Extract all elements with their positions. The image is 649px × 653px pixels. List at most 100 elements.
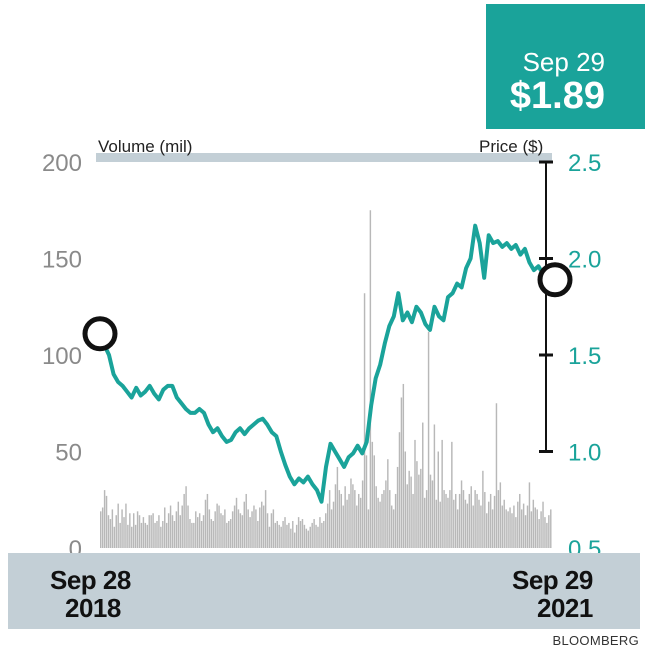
volume-bar — [253, 505, 255, 548]
volume-bar — [146, 524, 149, 548]
volume-bar — [113, 526, 116, 548]
left-tick-label: 100 — [42, 343, 82, 370]
volume-bar — [507, 511, 509, 548]
volume-bar — [336, 466, 339, 548]
volume-bar — [468, 493, 471, 548]
volume-bar — [422, 422, 424, 548]
volume-bar — [367, 509, 370, 548]
volume-bar — [222, 515, 224, 548]
volume-bar — [103, 490, 106, 548]
volume-bar — [311, 522, 313, 548]
volume-bar — [181, 505, 183, 548]
volume-bar — [493, 495, 496, 548]
volume-bar — [470, 486, 472, 548]
volume-bar — [344, 486, 346, 548]
volume-bar — [323, 520, 325, 548]
volume-bar — [451, 441, 453, 548]
volume-bar — [206, 493, 209, 548]
volume-bar — [171, 515, 174, 548]
price-callout: Sep 29 $1.89 — [486, 4, 645, 129]
x-axis-band — [8, 553, 640, 629]
volume-bar — [381, 493, 383, 548]
volume-bar — [142, 517, 145, 548]
volume-bar — [431, 480, 434, 548]
volume-bar — [404, 451, 407, 548]
volume-bar — [257, 520, 259, 548]
x-label-start: Sep 28 2018 — [50, 566, 131, 622]
volume-bar — [214, 511, 216, 548]
volume-bar — [540, 511, 542, 548]
volume-bar — [276, 520, 278, 548]
volume-bar — [280, 526, 282, 548]
volume-bar — [538, 519, 540, 548]
header-band — [96, 153, 552, 162]
volume-bar — [162, 520, 164, 548]
volume-bar — [542, 501, 544, 548]
volume-bar — [100, 511, 102, 548]
volume-bar — [517, 501, 519, 548]
volume-bar — [288, 522, 290, 548]
volume-bar — [270, 513, 273, 548]
volume-bar — [383, 490, 385, 548]
volume-bar — [278, 524, 280, 548]
volume-bar — [546, 522, 548, 548]
volume-bar — [158, 515, 160, 548]
volume-bar — [420, 468, 422, 548]
volume-bar — [342, 505, 344, 548]
volume-bar — [185, 486, 187, 548]
volume-bar — [233, 505, 236, 548]
volume-bar — [173, 520, 176, 548]
volume-bars — [100, 210, 552, 548]
volume-bar — [472, 505, 474, 548]
volume-bar — [356, 505, 358, 548]
left-tick-label: 50 — [55, 440, 82, 467]
volume-bar — [522, 503, 525, 548]
volume-bar — [334, 484, 337, 548]
volume-bar — [295, 524, 298, 548]
volume-bar — [247, 509, 249, 548]
volume-bar — [175, 511, 178, 548]
volume-bar — [237, 509, 240, 548]
volume-bar — [519, 493, 521, 548]
volume-bar — [309, 526, 311, 548]
volume-bar — [387, 459, 389, 548]
volume-bar — [165, 522, 168, 548]
volume-bar — [520, 509, 523, 548]
volume-bar — [330, 509, 333, 548]
volume-bar — [119, 522, 121, 548]
volume-bar — [455, 493, 457, 548]
volume-bar — [346, 499, 348, 548]
volume-bar — [453, 499, 455, 548]
volume-bar — [410, 476, 412, 548]
volume-bar — [255, 509, 257, 548]
volume-bar — [392, 509, 395, 548]
volume-bar — [261, 501, 263, 548]
volume-bar — [101, 507, 104, 548]
volume-bar — [363, 293, 366, 548]
volume-bar — [350, 478, 352, 548]
volume-bar — [292, 520, 294, 548]
volume-bar — [464, 499, 467, 548]
volume-bar — [379, 501, 381, 548]
volume-bar — [313, 519, 315, 548]
volume-bar — [134, 524, 137, 548]
volume-bar — [212, 520, 214, 548]
volume-bar — [406, 484, 408, 548]
volume-bar — [408, 470, 410, 548]
volume-bar — [375, 486, 377, 548]
volume-bar — [365, 455, 368, 548]
volume-bar — [251, 511, 253, 548]
volume-bar — [297, 517, 300, 548]
right-tick-label: 2.5 — [568, 150, 601, 177]
volume-bar — [243, 501, 245, 548]
volume-bar — [193, 522, 195, 548]
volume-bar — [272, 509, 275, 548]
volume-bar — [290, 528, 292, 548]
volume-bar — [321, 522, 323, 548]
volume-bar — [449, 490, 451, 548]
left-tick-label: 200 — [42, 150, 82, 177]
volume-bar — [511, 513, 513, 548]
volume-bar — [164, 507, 166, 548]
volume-bar — [156, 520, 158, 548]
volume-bar — [189, 519, 191, 548]
